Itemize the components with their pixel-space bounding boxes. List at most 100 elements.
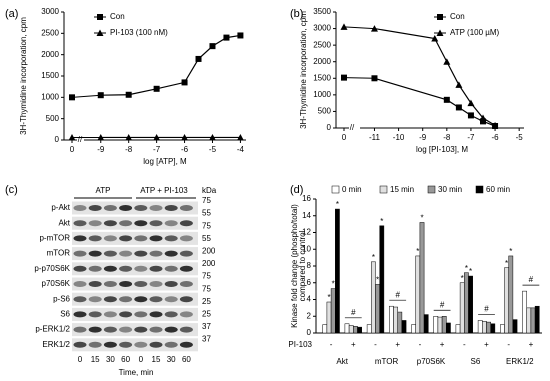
- blot-band: [119, 265, 133, 272]
- x-tick-label: +: [529, 340, 534, 349]
- blot-band: [134, 341, 148, 348]
- y-tick-label: 3500: [313, 7, 331, 16]
- blot-band: [88, 250, 102, 257]
- bar: [522, 290, 527, 334]
- size-marker: 55: [202, 234, 211, 243]
- size-marker: 75: [202, 284, 211, 293]
- bar: [366, 324, 372, 334]
- marker: [443, 58, 451, 65]
- blot-band: [179, 326, 193, 333]
- connector: [71, 94, 101, 98]
- blot-band: [119, 341, 133, 348]
- group-label: Akt: [336, 357, 348, 366]
- blot-band: [119, 205, 133, 211]
- bar: [464, 272, 469, 334]
- x-tick-label: -7: [153, 145, 161, 154]
- blot-band: [119, 281, 133, 287]
- bar: [357, 326, 362, 334]
- blot-band: [179, 296, 193, 303]
- blot-band: [88, 220, 102, 227]
- group-label: ERK1/2: [506, 357, 534, 366]
- blot-band: [164, 341, 178, 348]
- x-tick-label: -6: [491, 133, 499, 142]
- y-tick-label: 2500: [313, 40, 331, 49]
- hash-mark: #: [529, 275, 534, 284]
- bar: [335, 208, 340, 334]
- blot-band: [179, 250, 193, 257]
- blot-band: [149, 250, 163, 257]
- x-tick-label: +: [395, 340, 400, 349]
- bar: [375, 284, 380, 334]
- marker: [125, 91, 132, 98]
- hash-mark: #: [395, 290, 400, 299]
- axis-break: //: [350, 123, 355, 132]
- y-tick-label: 14: [302, 211, 311, 220]
- blot-band: [149, 235, 163, 242]
- lane-label: 0: [139, 355, 144, 364]
- size-marker: 25: [202, 310, 211, 319]
- x-tick-label: -7: [467, 133, 475, 142]
- x-tick-label: -: [330, 340, 333, 349]
- blot-band: [73, 235, 87, 242]
- group-label: S6: [471, 357, 481, 366]
- series-line: [374, 27, 496, 126]
- y-tick-label: 10: [302, 244, 311, 253]
- marker: [371, 75, 378, 82]
- x-tick-label: -4: [237, 145, 245, 154]
- size-marker: 200: [202, 259, 216, 268]
- legend-swatch: [331, 185, 340, 194]
- blot-band: [73, 311, 87, 318]
- blot-band: [88, 265, 102, 272]
- blot-band: [164, 250, 178, 257]
- blot-band: [103, 220, 117, 227]
- bar: [468, 275, 473, 334]
- marker: [209, 43, 216, 50]
- blot-band: [119, 326, 133, 333]
- blot-band: [73, 265, 87, 272]
- bar: [526, 307, 532, 334]
- blot-band: [103, 326, 117, 333]
- y-tick-label: 3000: [313, 24, 331, 33]
- blot-band: [149, 265, 163, 272]
- y-tick-label: 16: [302, 194, 311, 203]
- y-tick-label: 6: [307, 278, 312, 287]
- lane-label: 0: [78, 355, 83, 364]
- blot-band: [119, 235, 133, 242]
- bar: [441, 316, 447, 334]
- blot-band: [179, 281, 193, 287]
- x-tick-label: -: [374, 340, 377, 349]
- x-tick-label: -5: [516, 133, 524, 142]
- panel-label: (c): [5, 184, 18, 196]
- blot-band: [73, 250, 87, 257]
- blot-band: [103, 311, 117, 318]
- blot-band: [88, 205, 102, 211]
- connector: [343, 26, 375, 30]
- x-tick-label: -10: [393, 133, 405, 142]
- lane-label: 15: [91, 355, 100, 364]
- y-tick-label: 4: [307, 295, 312, 304]
- blot-band: [164, 326, 178, 333]
- marker: [340, 23, 348, 30]
- blot-band: [103, 296, 117, 303]
- blot-unit: kDa: [202, 186, 217, 195]
- size-marker: 25: [202, 297, 211, 306]
- bar: [477, 320, 483, 334]
- y-tick-label: 0: [327, 123, 332, 132]
- x-tick-label: -: [419, 340, 422, 349]
- significance-star: *: [509, 247, 512, 256]
- row-label: p70S6K: [42, 279, 71, 288]
- blot-band: [179, 265, 193, 272]
- legend-swatch: [427, 185, 436, 194]
- blot-band: [179, 341, 193, 348]
- axis-break: //: [78, 135, 83, 144]
- marker: [443, 96, 450, 103]
- blot-band: [164, 296, 178, 303]
- legend-marker: [96, 29, 104, 36]
- bar: [455, 324, 461, 334]
- lane-label: 60: [182, 355, 191, 364]
- bar: [393, 306, 398, 334]
- marker: [223, 34, 230, 41]
- row-label: ERK1/2: [42, 340, 70, 349]
- row-label: p-ERK1/2: [35, 325, 70, 334]
